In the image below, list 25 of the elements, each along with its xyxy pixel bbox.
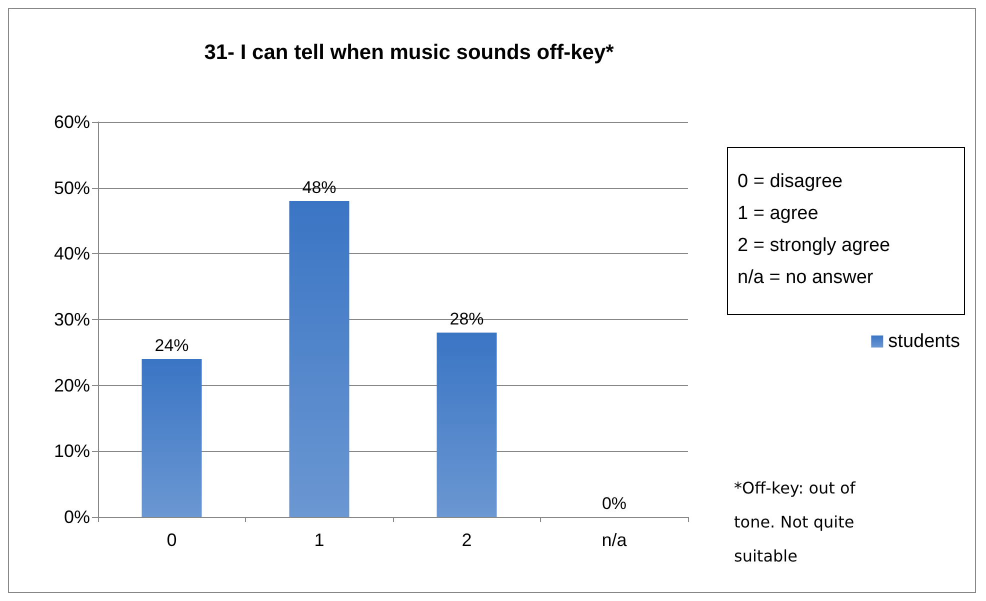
text: 2 = strongly agree <box>738 235 890 256</box>
bar <box>289 201 350 517</box>
text: n/a = no answer <box>738 267 874 288</box>
y-tick-label: 60% <box>54 112 90 132</box>
text: 0 = disagree <box>738 171 843 192</box>
x-tick-label: n/a <box>602 530 628 550</box>
text: 1 = agree <box>738 203 818 224</box>
y-tick-label: 10% <box>54 441 90 462</box>
y-tick-label: 40% <box>54 244 90 264</box>
legend-label: students <box>888 331 960 352</box>
x-tick-label: 2 <box>462 530 472 550</box>
text: *Off-key: out of tone. Not quite suitable <box>734 478 856 566</box>
data-label: 0% <box>602 494 627 513</box>
bar <box>142 359 202 517</box>
x-tick-label: 1 <box>314 530 324 550</box>
data-label: 24% <box>154 336 189 355</box>
x-tick-label: 0 <box>166 530 177 550</box>
data-label: 48% <box>302 178 336 197</box>
y-tick-label: 20% <box>54 375 90 396</box>
y-tick-label: 0% <box>64 507 90 527</box>
bar <box>436 332 497 517</box>
chart-title: 31- I can tell when music sounds off-key* <box>204 41 615 64</box>
y-tick-label: 50% <box>54 178 90 198</box>
data-label: 28% <box>450 310 484 329</box>
y-tick-label: 30% <box>54 310 90 330</box>
